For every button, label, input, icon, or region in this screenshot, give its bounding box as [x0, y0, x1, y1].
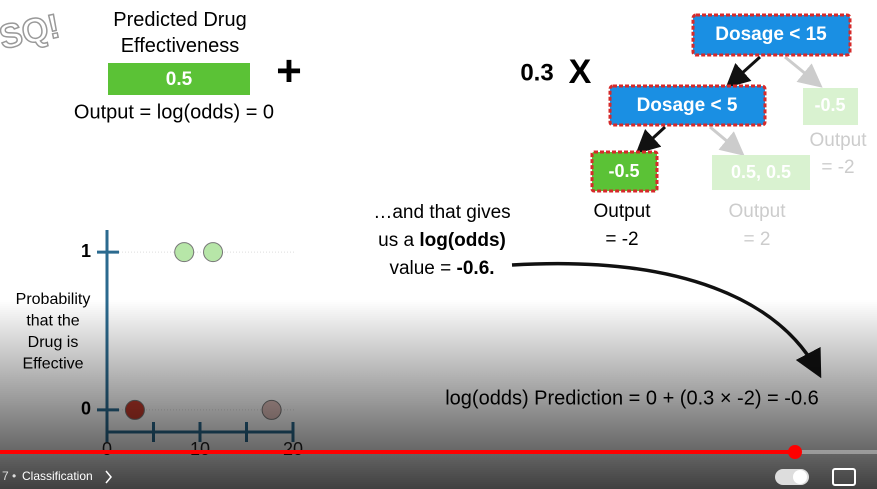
y-tick-label: 1: [81, 241, 91, 261]
note-line: us a log(odds): [378, 230, 506, 251]
point: [203, 242, 224, 263]
edge: [725, 55, 762, 89]
edge: [635, 125, 667, 155]
tree-node: [691, 13, 852, 57]
autoplay-knob: [793, 470, 807, 484]
output-eq: Output = log(odds) = 0: [74, 101, 274, 123]
plus: +: [276, 47, 302, 96]
note-line: …and that gives: [373, 202, 510, 223]
leaf-label: -0.5: [608, 161, 639, 181]
node-label: Dosage < 15: [715, 24, 827, 45]
learning-rate: 0.3: [520, 59, 553, 86]
node-label: Dosage < 5: [637, 95, 738, 116]
note-line: value = -0.6.: [389, 258, 494, 279]
tree: Dosage < 15 Dosage < 5 -0.5 0.5, 0.5 -0.…: [590, 13, 867, 250]
output-label: = -2: [821, 157, 854, 178]
point: [174, 242, 195, 263]
note-part: -0.6.: [457, 258, 495, 279]
note-part: …and that gives: [373, 202, 510, 223]
leaf: [803, 88, 858, 125]
leaf-label: 0.5, 0.5: [731, 162, 791, 182]
output-label: Output: [809, 130, 867, 151]
output-label: = -2: [605, 229, 638, 250]
note-part: log(odds): [419, 230, 506, 251]
header-line: Predicted Drug Effectiveness: [113, 9, 246, 57]
edge: [709, 125, 745, 156]
player-shade: [0, 300, 877, 489]
logo: SQ!: [0, 7, 63, 57]
note-part: us a: [378, 230, 419, 251]
leaf-label: -0.5: [814, 95, 845, 115]
captions-button[interactable]: [832, 468, 856, 486]
prediction-value: 0.5: [166, 69, 193, 90]
prediction-box: [108, 63, 250, 95]
chapter[interactable]: Classification: [22, 469, 93, 483]
progress-played: [0, 450, 795, 454]
chapter-chevron: [105, 470, 112, 484]
output-label: Output: [728, 201, 786, 222]
chapter-dot: 7 •: [2, 469, 16, 483]
note: …and that gives us a log(odds) value = -0.…: [373, 202, 510, 279]
output-label: = 2: [744, 229, 771, 250]
times: X: [569, 53, 592, 91]
scrubber[interactable]: [788, 445, 802, 459]
note-part: value =: [389, 258, 456, 279]
leaf: [590, 150, 659, 193]
tree-node: [608, 84, 767, 127]
leaf: [712, 155, 810, 190]
edge: [784, 55, 823, 88]
output-label: Output: [593, 201, 651, 222]
